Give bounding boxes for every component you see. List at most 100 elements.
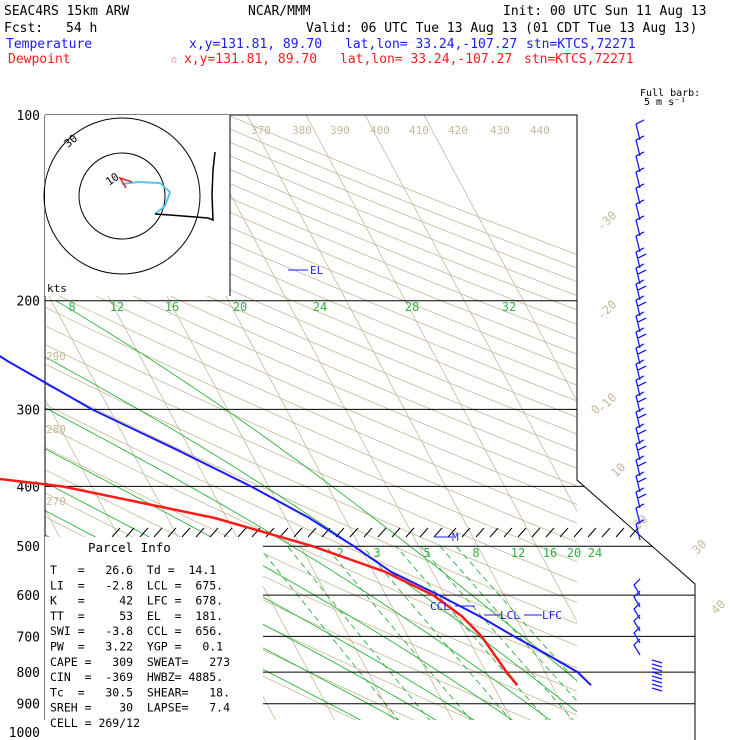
wind-barb (635, 395, 641, 413)
wind-barb-flag (637, 349, 647, 355)
wind-barb (635, 235, 641, 253)
theta-label: 390 (330, 124, 350, 137)
mixing-ratio-line (287, 545, 431, 720)
dry-adiabat-line (45, 469, 577, 716)
dewpoint-legend-label: Dewpoint (8, 52, 71, 67)
dewpoint-legend-latlon: lat,lon= 33.24,-107.27 (340, 52, 512, 67)
wind-barb (635, 251, 641, 269)
dry-adiabat-line (45, 306, 577, 543)
isotherm-label: 10 (608, 460, 628, 480)
wind-barb-column (633, 119, 663, 692)
wind-barb (651, 659, 663, 664)
wind-barb (635, 491, 641, 509)
parcel-info-row: TT = 53 EL = 181. (50, 609, 223, 623)
parcel-info-panel: Parcel Info T = 26.6 Td = 14.1LI = -2.8 … (45, 537, 263, 730)
isotherm-label: 40 (708, 597, 728, 617)
barb-legend-line1: Full barb: (640, 88, 700, 99)
parcel-info-background (45, 537, 263, 720)
wind-barb-flag (635, 423, 645, 429)
wind-barb (635, 267, 641, 285)
mixing-ratio-line (395, 545, 548, 720)
hatch-mark (475, 527, 485, 538)
hodograph-inner-label: 10 (103, 170, 121, 188)
mixing-ratio-label: 8 (472, 546, 479, 560)
hatch-mark (307, 527, 317, 538)
pressure-label: 800 (17, 666, 40, 681)
wind-barb (635, 379, 641, 397)
parcel-info-row: LI = -2.8 LCL = 675. (50, 578, 223, 592)
init-time: Init: 00 UTC Sun 11 Aug 13 (503, 4, 707, 19)
mixing-ratio-label: 12 (511, 546, 525, 560)
wind-barb (635, 315, 641, 333)
dry-adiabat-line (45, 237, 577, 469)
parcel-info-title: Parcel Info (88, 540, 171, 555)
wind-barb (635, 411, 641, 429)
wind-barb-flag (635, 519, 645, 525)
wind-barb (651, 687, 663, 692)
parcel-info-row: CAPE = 309 SWEAT= 273 (50, 655, 230, 669)
hatch-mark (181, 527, 191, 538)
valid-time: Valid: 06 UTC Tue 13 Aug 13 (01 CDT Tue … (306, 21, 697, 36)
hatch-mark (503, 527, 513, 538)
wind-barb-flag (637, 365, 647, 371)
hatch-mark (573, 527, 583, 538)
wind-barb (633, 638, 641, 656)
temperature-legend-latlon: lat,lon= 33.24,-107.27 (345, 37, 517, 52)
hatch-mark (195, 527, 205, 538)
barb-legend-line2: 5 m s⁻¹ (644, 97, 686, 108)
hatch-mark (461, 527, 471, 538)
hatch-mark (265, 527, 275, 538)
wind-barb-flag (637, 285, 647, 291)
wind-barb-flag (635, 167, 645, 173)
hatch-mark (433, 527, 443, 538)
mixing-ratio-line (455, 545, 577, 683)
theta-label: 280 (46, 423, 66, 436)
wind-barb-flag (637, 397, 647, 403)
wind-barb (635, 123, 641, 141)
temperature-legend-stn: stn=KTCS,72271 (526, 37, 636, 52)
hatch-mark (545, 527, 555, 538)
dry-adiabat-line (45, 383, 577, 625)
hodograph-upper-trace (154, 151, 216, 222)
wind-barb (635, 363, 641, 381)
wind-barb (633, 590, 641, 608)
wind-barb (635, 171, 641, 189)
pressure-label: 1000 (9, 726, 40, 740)
wind-barb-flag (635, 199, 645, 205)
wind-barb-flag (635, 215, 645, 221)
theta-label: 370 (251, 124, 271, 137)
hatch-mark (209, 527, 219, 538)
wind-barb-flag (635, 407, 645, 413)
freezing-level-hatch (111, 527, 639, 538)
wind-barb (651, 683, 663, 688)
mixing-ratio-label: 12 (110, 300, 124, 314)
wind-barb-flag (637, 477, 647, 483)
pressure-label: 700 (17, 630, 40, 645)
moist-adiabat-line (45, 448, 514, 720)
mixing-ratio-label: 28 (405, 300, 419, 314)
mixing-ratio-label: 3 (373, 546, 380, 560)
isotherm-line (246, 115, 572, 720)
dewpoint-trace (0, 477, 519, 686)
wind-barb-flag (635, 343, 645, 349)
wind-barb (635, 187, 641, 205)
annotation-label: LFC (542, 609, 562, 622)
hatch-mark (377, 527, 387, 538)
wind-barb-flag (635, 119, 645, 125)
hatch-mark (223, 527, 233, 538)
isotherm-label: -30 (594, 208, 619, 233)
wind-barb-flag (637, 269, 647, 275)
annotation-label: LCL (500, 609, 520, 622)
dry-adiabat-line (45, 363, 577, 604)
wind-barb-flag (635, 503, 645, 509)
dry-adiabat-line (45, 143, 577, 370)
wind-barb-flag (635, 327, 645, 333)
wind-barb (635, 507, 641, 525)
hatch-mark (489, 527, 499, 538)
dewpoint-star-icon: ☆ (170, 52, 178, 67)
temperature-legend-label: Temperature (6, 37, 92, 52)
wind-barb-flag (635, 471, 645, 477)
wind-barb-flag (635, 263, 645, 269)
parcel-info-row: PW = 3.22 YGP = 0.1 (50, 640, 223, 654)
